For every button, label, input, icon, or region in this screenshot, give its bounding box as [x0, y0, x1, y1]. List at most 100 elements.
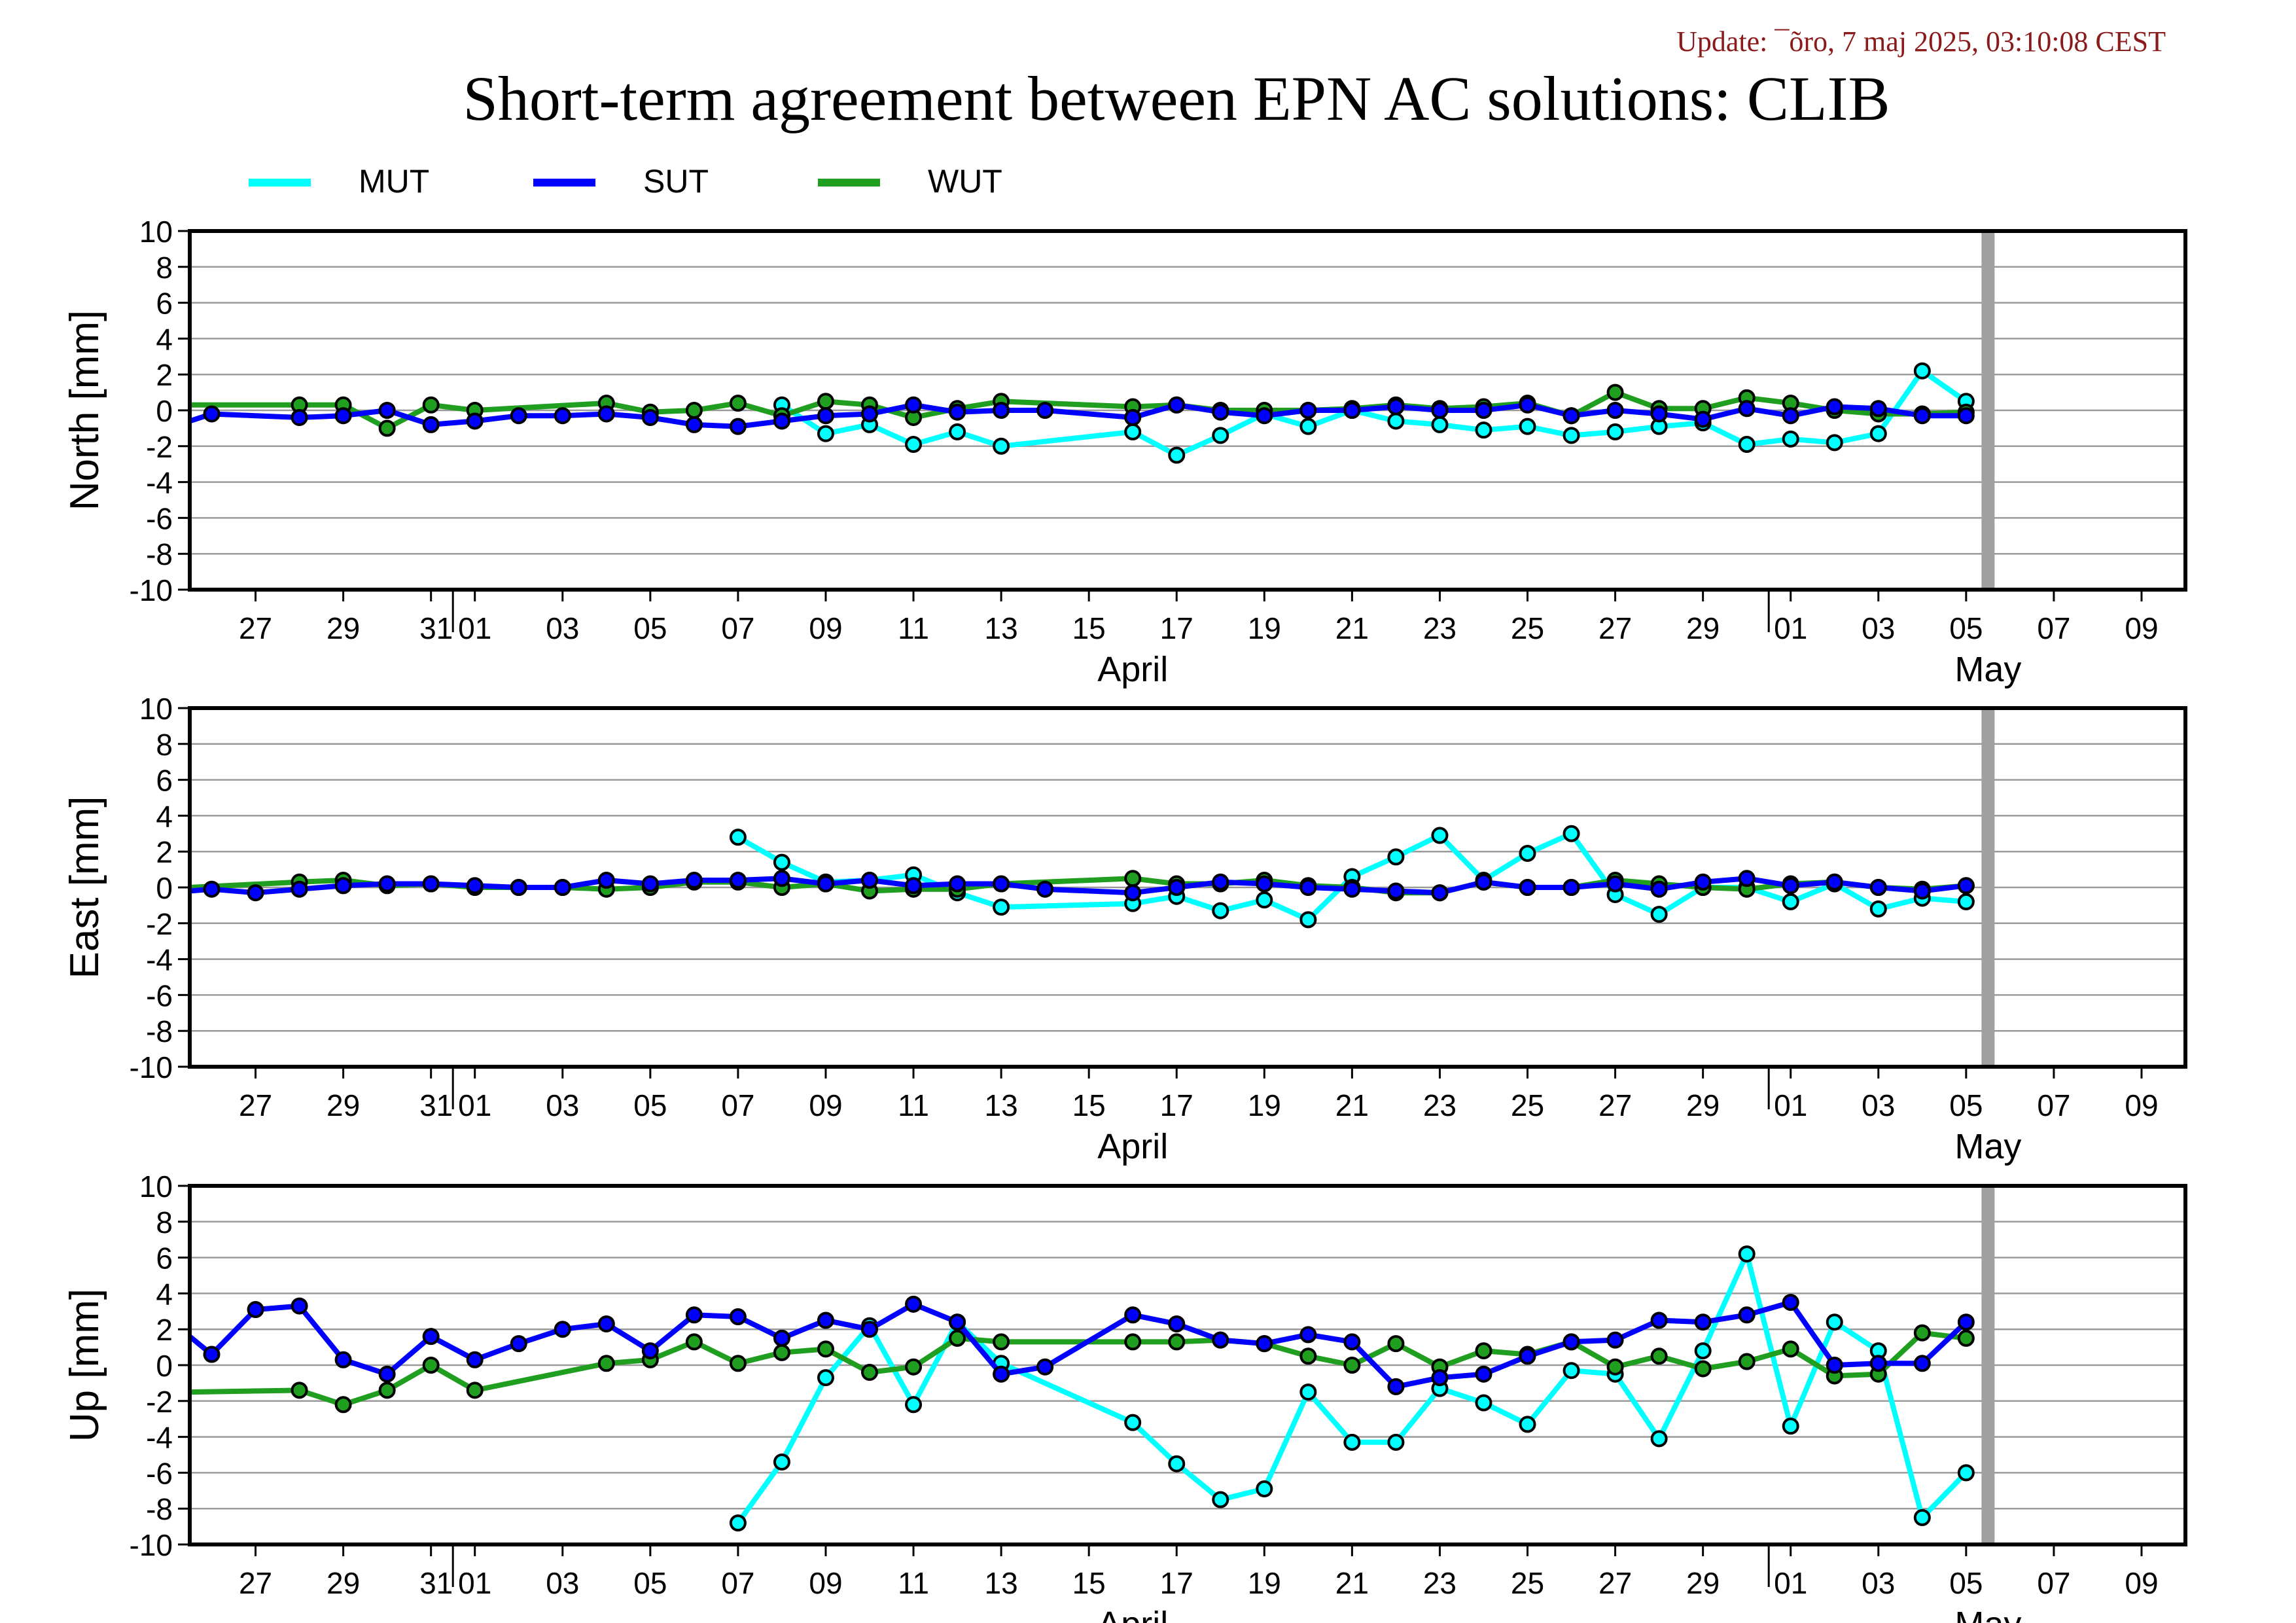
- data-point: [1387, 882, 1405, 900]
- data-point: [1431, 416, 1449, 433]
- data-point: [905, 1358, 923, 1376]
- data-point: [1826, 1357, 1843, 1374]
- data-point: [1387, 1433, 1405, 1451]
- data-point: [1168, 1315, 1186, 1332]
- y-tick-label: 6: [156, 764, 173, 798]
- x-tick-label: 05: [633, 1088, 667, 1122]
- data-point: [1782, 1294, 1799, 1311]
- x-tick-label: 13: [985, 1088, 1018, 1122]
- x-tick-label: 31: [419, 611, 453, 645]
- series-sut: [189, 870, 1975, 902]
- y-tick-label: -8: [146, 537, 173, 571]
- data-point: [510, 407, 527, 425]
- data-point: [1563, 879, 1580, 896]
- series-line-sut: [188, 402, 1966, 429]
- x-tick-label: 17: [1160, 611, 1193, 645]
- data-point: [1957, 1313, 1975, 1331]
- legend-item-wut: WUT: [818, 163, 1002, 200]
- legend-label: WUT: [928, 163, 1002, 200]
- y-tick-label: 4: [156, 322, 173, 356]
- data-point: [1869, 900, 1887, 918]
- data-point: [1738, 436, 1756, 454]
- data-point: [1343, 402, 1361, 419]
- data-point: [291, 1297, 308, 1315]
- x-tick-label: 27: [239, 611, 272, 645]
- data-point: [1036, 880, 1054, 898]
- data-point: [597, 872, 615, 889]
- x-tick-label: 23: [1423, 1566, 1457, 1600]
- x-tick-label: 29: [1686, 1088, 1720, 1122]
- data-point: [1650, 1430, 1668, 1448]
- data-point: [1694, 1313, 1712, 1331]
- data-point: [949, 403, 966, 421]
- x-tick-label: 15: [1072, 1566, 1106, 1600]
- y-axis-label: Up [mm]: [62, 1289, 107, 1442]
- data-point: [1782, 430, 1799, 448]
- data-point: [1124, 1414, 1142, 1431]
- data-point: [993, 899, 1010, 916]
- data-point: [1431, 884, 1449, 902]
- data-point: [1519, 879, 1536, 896]
- data-point: [641, 875, 659, 893]
- data-point: [1256, 1335, 1273, 1353]
- y-tick-label: -2: [146, 1385, 173, 1419]
- y-tick-label: 2: [156, 835, 173, 869]
- x-tick-label: 05: [1949, 1088, 1983, 1122]
- data-point: [203, 1346, 221, 1363]
- chart-title: Short-term agreement between EPN AC solu…: [463, 63, 1890, 134]
- x-tick-label: 19: [1248, 1566, 1281, 1600]
- data-point: [1694, 410, 1712, 428]
- x-tick-label: 13: [985, 1566, 1018, 1600]
- data-point: [1519, 418, 1536, 435]
- data-point: [1168, 446, 1186, 464]
- data-point: [1826, 873, 1843, 891]
- data-point: [1431, 402, 1449, 419]
- legend-label: MUT: [359, 163, 429, 200]
- data-point: [1124, 1333, 1142, 1351]
- y-tick-label: -10: [130, 1528, 173, 1562]
- data-point: [1782, 407, 1799, 425]
- data-point: [1299, 879, 1317, 896]
- data-point: [378, 1365, 396, 1383]
- month-label: April: [1097, 1127, 1168, 1166]
- data-point: [1782, 1418, 1799, 1435]
- data-point: [1694, 873, 1712, 891]
- x-tick-label: 29: [1686, 1566, 1720, 1600]
- data-point: [993, 1333, 1010, 1351]
- x-tick-label: 31: [419, 1566, 453, 1600]
- data-point: [729, 829, 747, 846]
- data-point: [1387, 412, 1405, 430]
- data-point: [1913, 1355, 1931, 1372]
- data-point: [773, 870, 790, 887]
- data-point: [1036, 1358, 1054, 1376]
- data-point: [378, 419, 396, 437]
- data-point: [773, 412, 790, 430]
- data-point: [685, 872, 703, 889]
- data-point: [905, 1295, 923, 1313]
- y-tick-label: 0: [156, 871, 173, 905]
- data-point: [1957, 1464, 1975, 1482]
- data-point: [1738, 1245, 1756, 1263]
- data-point: [1738, 870, 1756, 887]
- x-tick-label: 27: [239, 1566, 272, 1600]
- data-point: [466, 877, 484, 895]
- data-point: [1475, 1342, 1492, 1360]
- data-point: [861, 1363, 879, 1381]
- series-sut: [188, 1294, 1975, 1395]
- x-tick-label: 27: [239, 1088, 272, 1122]
- y-tick-label: 8: [156, 1205, 173, 1240]
- data-point: [1256, 875, 1273, 893]
- data-point: [905, 877, 923, 895]
- x-tick-label: 01: [1774, 611, 1807, 645]
- x-tick-label: 23: [1423, 611, 1457, 645]
- y-tick-label: -8: [146, 1014, 173, 1048]
- x-tick-label: 21: [1335, 1088, 1369, 1122]
- data-point: [1299, 402, 1317, 419]
- data-point: [729, 872, 747, 889]
- data-point: [1475, 421, 1492, 439]
- data-point: [554, 407, 571, 425]
- data-point: [1212, 1331, 1229, 1349]
- data-point: [1519, 1347, 1536, 1365]
- data-point: [949, 423, 966, 440]
